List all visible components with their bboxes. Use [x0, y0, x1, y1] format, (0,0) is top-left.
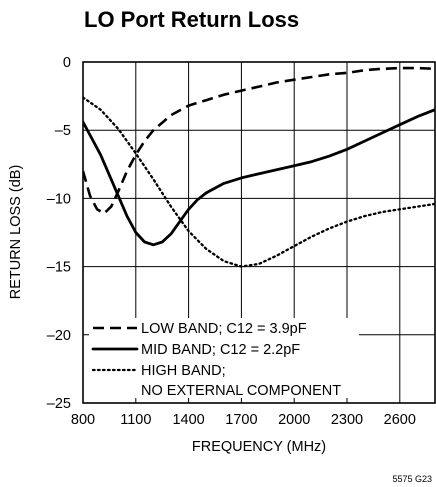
y-tick-label: 0	[63, 55, 71, 71]
y-tick-label: –5	[55, 123, 71, 139]
legend-label: MID BAND; C12 = 2.2pF	[141, 342, 300, 358]
series-line-dashed	[83, 66, 435, 215]
figure-code: 5575 G23	[392, 474, 432, 484]
plot-frame	[82, 61, 436, 404]
y-axis-label: RETURN LOSS (dB)	[8, 165, 24, 300]
y-tick-labels: 0 –5 –10 –15 –20 –25	[47, 55, 71, 412]
legend: LOW BAND; C12 = 3.9pF MID BAND; C12 = 2.2…	[89, 318, 359, 399]
y-tick-label: –10	[47, 191, 71, 207]
legend-label: NO EXTERNAL COMPONENT	[141, 383, 341, 399]
y-tick-label: –20	[47, 328, 71, 344]
y-tick-label: –15	[47, 260, 71, 276]
x-tick-label: 1100	[120, 412, 151, 428]
legend-label: HIGH BAND;	[141, 363, 226, 379]
x-tick-labels: 800 1100 1400 1700 2000 2300 2600	[71, 412, 416, 428]
x-tick-label: 1400	[172, 412, 204, 428]
legend-background	[89, 318, 359, 398]
chart-title: LO Port Return Loss	[84, 7, 299, 32]
legend-label: LOW BAND; C12 = 3.9pF	[141, 321, 307, 337]
x-axis-label: FREQUENCY (MHz)	[192, 439, 326, 455]
x-tick-label: 2600	[384, 412, 416, 428]
grid	[83, 62, 435, 403]
series-line-solid	[83, 108, 435, 247]
x-tick-label: 2000	[278, 412, 310, 428]
series-group	[83, 66, 435, 268]
series-line-dotted	[83, 96, 435, 268]
y-tick-label: –25	[47, 396, 71, 412]
x-tick-label: 2300	[331, 412, 363, 428]
x-tick-label: 800	[71, 412, 95, 428]
x-tick-label: 1700	[225, 412, 257, 428]
